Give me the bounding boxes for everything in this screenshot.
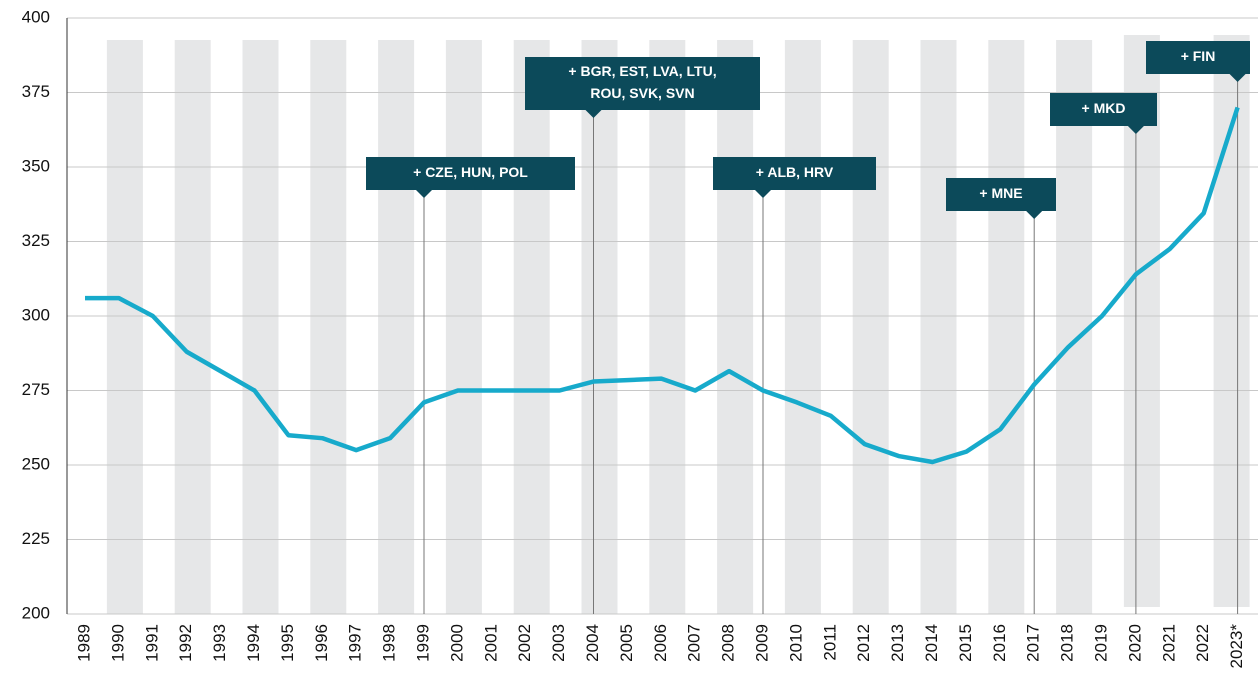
- annotation-box: [713, 157, 876, 190]
- x-tick-label: 1998: [380, 624, 399, 662]
- annotation-pointer: [416, 190, 432, 198]
- annotation-label: ROU, SVK, SVN: [590, 85, 694, 101]
- x-tick-label: 2001: [481, 624, 500, 662]
- background-band: [445, 40, 482, 614]
- annotation-box: [1146, 41, 1250, 74]
- annotation-label: + FIN: [1181, 48, 1216, 64]
- x-tick-label: 1994: [244, 624, 263, 662]
- x-tick-label: 2004: [583, 624, 602, 662]
- annotation-label: + CZE, HUN, POL: [413, 164, 528, 180]
- background-band: [174, 40, 211, 614]
- y-tick-label: 300: [22, 305, 50, 324]
- x-tick-label: 1989: [74, 624, 93, 662]
- annotation-pointer: [1127, 126, 1144, 134]
- annotation-label: + BGR, EST, LVA, LTU,: [568, 63, 716, 79]
- background-band: [920, 40, 957, 614]
- x-tick-label: 1999: [413, 624, 432, 662]
- data-line: [85, 106, 1240, 465]
- x-tick-label: 1993: [210, 624, 229, 662]
- x-tick-label: 2005: [617, 624, 636, 662]
- x-tick-label: 2009: [752, 624, 771, 662]
- annotation-pointer: [1229, 74, 1246, 82]
- x-tick-label: 2007: [685, 624, 704, 662]
- annotation-box: [525, 57, 760, 110]
- annotation-box: [366, 157, 575, 190]
- annotation-label: + MKD: [1082, 100, 1126, 116]
- background-band: [106, 40, 143, 614]
- background-band: [717, 40, 754, 614]
- annotation-pointer: [1026, 211, 1043, 219]
- x-tick-label: 2017: [1024, 624, 1043, 662]
- background-band: [1056, 40, 1093, 614]
- x-tick-label: 1997: [346, 624, 365, 662]
- annotation-pointer: [755, 190, 771, 198]
- annotation-box: [1050, 93, 1157, 126]
- x-tick-label: 2013: [888, 624, 907, 662]
- y-tick-label: 200: [22, 603, 50, 622]
- x-tick-label: 2018: [1058, 624, 1077, 662]
- x-tick-label: 1995: [278, 624, 297, 662]
- background-band: [784, 40, 821, 614]
- x-tick-label: 2021: [1159, 624, 1178, 662]
- y-tick-label: 350: [22, 156, 50, 175]
- y-tick-label: 225: [22, 529, 50, 548]
- x-tick-label: 1992: [176, 624, 195, 662]
- background-band: [242, 40, 279, 614]
- annotation-box: [946, 178, 1056, 211]
- background-band: [649, 40, 686, 614]
- background-band: [310, 40, 347, 614]
- x-tick-label: 2016: [990, 624, 1009, 662]
- x-tick-label: 2011: [820, 624, 839, 661]
- x-tick-label: 1990: [108, 624, 127, 662]
- x-tick-label: 2015: [956, 624, 975, 662]
- x-tick-label: 2002: [515, 624, 534, 662]
- y-tick-label: 375: [22, 82, 50, 101]
- background-band: [513, 40, 550, 614]
- annotation-label: + ALB, HRV: [756, 164, 834, 180]
- y-tick-label: 400: [22, 7, 50, 26]
- background-band: [378, 40, 415, 614]
- annotation-label: + MNE: [979, 185, 1022, 201]
- x-tick-label: 2022: [1193, 624, 1212, 662]
- x-tick-label: 2014: [922, 624, 941, 662]
- x-tick-label: 2010: [786, 624, 805, 662]
- y-tick-label: 275: [22, 380, 50, 399]
- x-tick-label: 2019: [1091, 624, 1110, 662]
- annotation-pointer: [585, 110, 602, 118]
- x-tick-label: 1996: [312, 624, 331, 662]
- x-tick-label: 2020: [1125, 624, 1144, 662]
- x-tick-label: 2023*: [1227, 624, 1246, 669]
- x-tick-label: 2003: [549, 624, 568, 662]
- background-band: [988, 40, 1025, 614]
- background-band: [581, 40, 618, 614]
- x-tick-label: 2012: [854, 624, 873, 662]
- x-tick-label: 2000: [447, 624, 466, 662]
- background-band: [1123, 35, 1160, 607]
- y-tick-label: 250: [22, 454, 50, 473]
- x-tick-label: 2008: [719, 624, 738, 662]
- x-tick-label: 1991: [142, 624, 161, 662]
- background-band: [852, 40, 889, 614]
- x-tick-label: 2006: [651, 624, 670, 662]
- y-tick-label: 325: [22, 231, 50, 250]
